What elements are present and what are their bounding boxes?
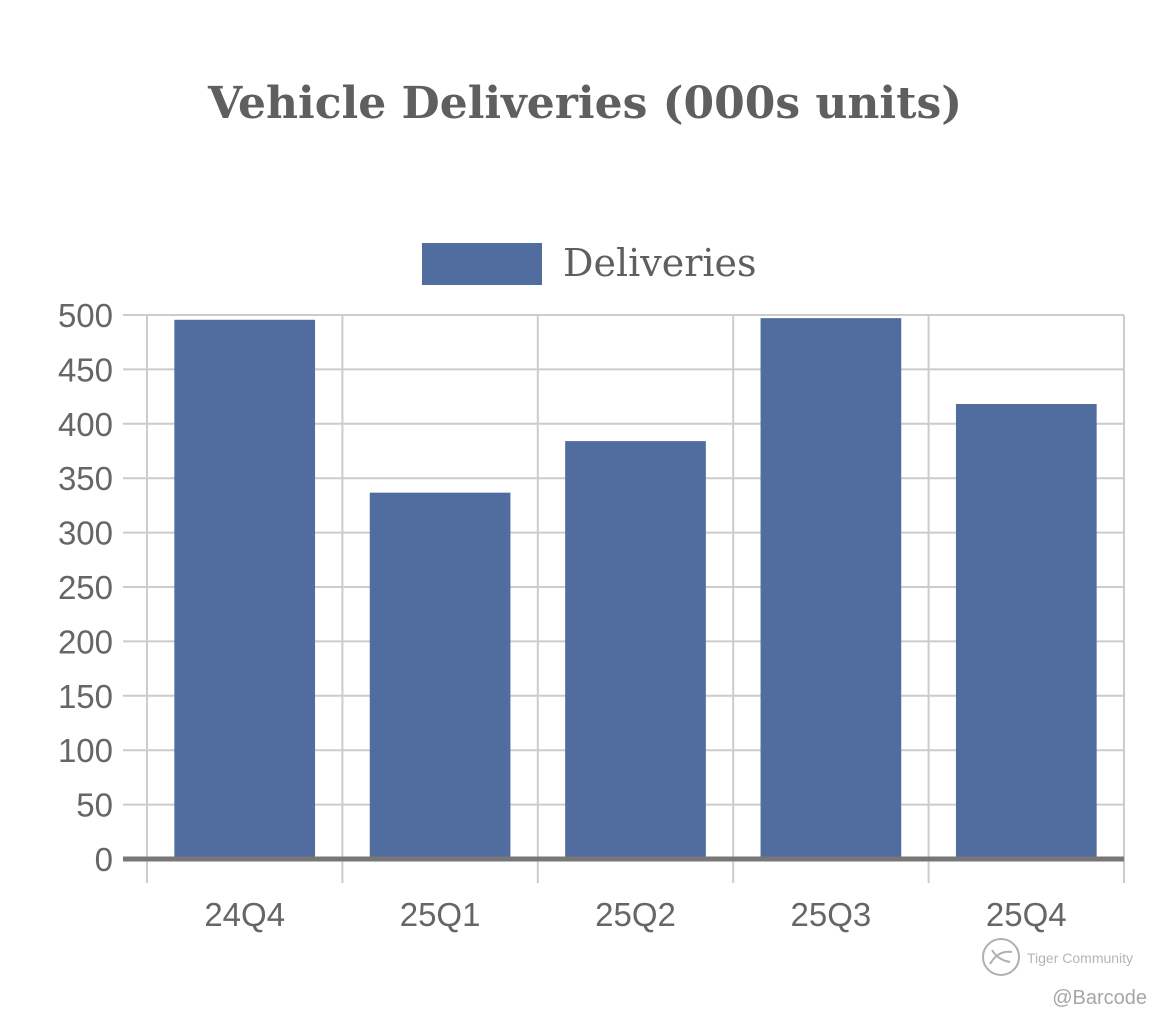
x-tick-label: 25Q3: [791, 896, 872, 933]
watermark-community: Tiger Community: [1027, 950, 1133, 966]
bars: [174, 318, 1097, 859]
y-tick-label: 100: [58, 732, 113, 769]
y-tick-label: 150: [58, 678, 113, 715]
legend: Deliveries: [422, 241, 757, 285]
y-tick-label: 250: [58, 569, 113, 606]
y-tick-label: 50: [76, 787, 113, 824]
y-tick-label: 500: [58, 297, 113, 334]
bar-25q3: [760, 318, 902, 859]
x-tick-label: 24Q4: [204, 896, 285, 933]
y-axis-ticks: 0 50 100 150 200 250 300 350 400 450 500: [58, 297, 113, 878]
y-tick-label: 0: [95, 841, 113, 878]
bar-24q4: [174, 319, 316, 859]
watermark: Tiger Community @Barcode: [982, 938, 1147, 1009]
x-axis-ticks: 24Q4 25Q1 25Q2 25Q3 25Q4: [204, 896, 1066, 933]
y-tick-label: 200: [58, 623, 113, 660]
watermark-handle: @Barcode: [1052, 987, 1147, 1009]
y-tick-label: 350: [58, 460, 113, 497]
bar-25q2: [565, 441, 706, 859]
chart-title: Vehicle Deliveries (000s units): [207, 78, 962, 129]
x-tick-label: 25Q4: [986, 896, 1067, 933]
legend-swatch: [422, 243, 542, 285]
y-tick-label: 300: [58, 515, 113, 552]
bar-25q4: [955, 403, 1097, 859]
bar-25q1: [369, 492, 511, 859]
y-tick-label: 400: [58, 406, 113, 443]
tiger-community-logo-icon: [982, 938, 1020, 976]
x-tick-label: 25Q2: [595, 896, 676, 933]
x-tick-label: 25Q1: [400, 896, 481, 933]
legend-label: Deliveries: [563, 241, 757, 285]
y-tick-label: 450: [58, 351, 113, 388]
